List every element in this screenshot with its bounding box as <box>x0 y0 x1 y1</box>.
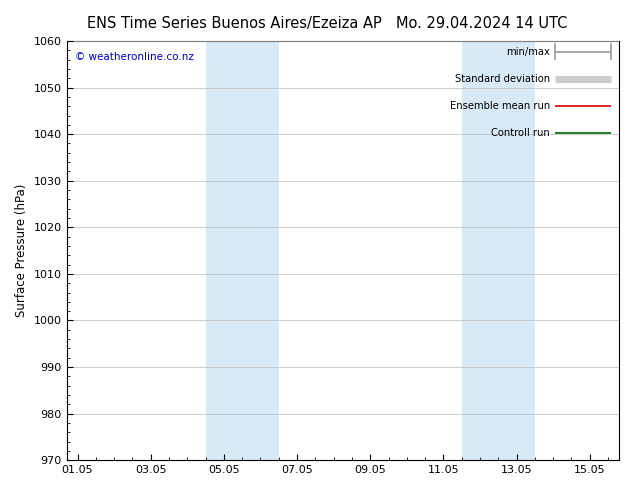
Text: min/max: min/max <box>506 47 550 56</box>
Text: © weatheronline.co.nz: © weatheronline.co.nz <box>75 51 194 62</box>
Bar <box>462 41 535 460</box>
Bar <box>205 41 279 460</box>
Text: Ensemble mean run: Ensemble mean run <box>450 101 550 111</box>
Text: Mo. 29.04.2024 14 UTC: Mo. 29.04.2024 14 UTC <box>396 16 567 31</box>
Y-axis label: Surface Pressure (hPa): Surface Pressure (hPa) <box>15 184 28 318</box>
Text: Standard deviation: Standard deviation <box>455 74 550 84</box>
Text: Controll run: Controll run <box>491 128 550 138</box>
Text: ENS Time Series Buenos Aires/Ezeiza AP: ENS Time Series Buenos Aires/Ezeiza AP <box>87 16 382 31</box>
